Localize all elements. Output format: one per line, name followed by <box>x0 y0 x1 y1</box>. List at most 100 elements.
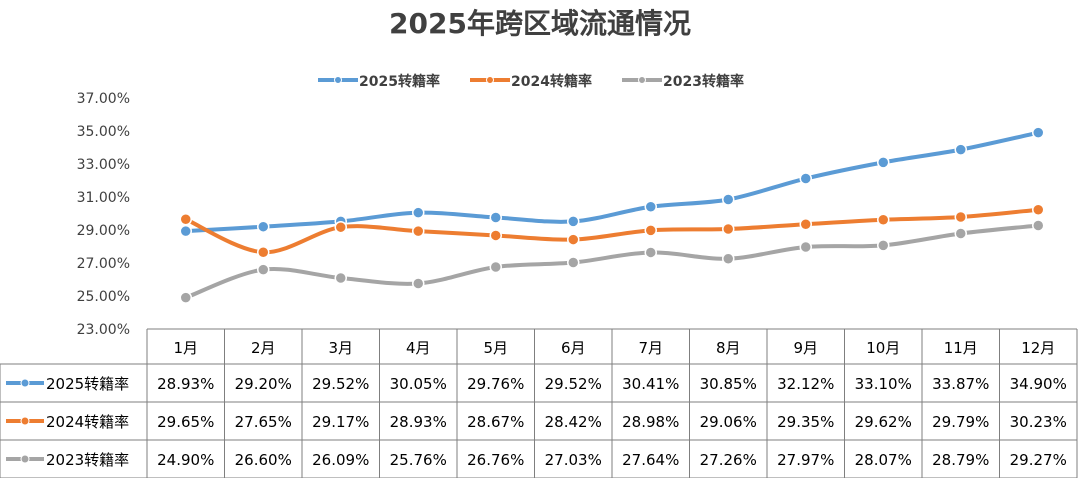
data-label: 28.79% <box>932 451 989 469</box>
data-point <box>412 206 425 219</box>
x-tick-label: 6月 <box>561 339 586 357</box>
data-point <box>644 200 657 213</box>
data-label: 25.76% <box>390 451 447 469</box>
data-point <box>179 291 192 304</box>
data-point <box>412 277 425 290</box>
data-label: 29.17% <box>312 413 369 431</box>
data-point <box>644 246 657 259</box>
x-tick-label: 11月 <box>944 339 978 357</box>
data-point <box>334 220 347 234</box>
data-label: 29.20% <box>235 375 292 393</box>
data-point <box>644 224 657 237</box>
y-tick-label: 27.00% <box>77 256 130 272</box>
data-label: 32.12% <box>777 375 834 393</box>
table-legend-marker <box>20 378 30 388</box>
data-point <box>257 220 270 233</box>
data-point <box>954 227 967 240</box>
data-point <box>489 211 502 224</box>
y-tick-label: 33.00% <box>77 157 130 173</box>
data-label: 34.90% <box>1010 375 1067 393</box>
x-tick-label: 2月 <box>251 339 276 357</box>
x-tick-label: 12月 <box>1021 339 1055 357</box>
legend-label: 2023转籍率 <box>663 73 744 90</box>
table-legend-marker <box>20 416 30 426</box>
data-point <box>179 213 192 226</box>
x-tick-label: 8月 <box>716 339 741 357</box>
y-tick-label: 31.00% <box>77 190 130 206</box>
x-tick-label: 5月 <box>483 339 508 357</box>
data-label: 29.62% <box>855 413 912 431</box>
data-point <box>257 246 270 259</box>
data-label: 27.65% <box>235 413 292 431</box>
table-legend-marker <box>20 454 30 464</box>
legend-label: 2024转籍率 <box>511 73 592 90</box>
data-point <box>722 222 735 236</box>
data-point <box>799 172 812 185</box>
data-point <box>1032 219 1045 232</box>
series-line <box>185 130 1039 234</box>
y-tick-label: 29.00% <box>77 223 130 239</box>
data-label: 27.64% <box>622 451 679 469</box>
y-tick-label: 35.00% <box>77 124 130 140</box>
data-label: 29.52% <box>545 375 602 393</box>
table-row-label: 2023转籍率 <box>46 451 129 469</box>
data-label: 30.41% <box>622 375 679 393</box>
data-label: 26.09% <box>312 451 369 469</box>
data-point <box>877 156 890 169</box>
legend-marker <box>486 76 494 84</box>
data-label: 29.06% <box>700 413 757 431</box>
data-label: 29.35% <box>777 413 834 431</box>
x-tick-label: 4月 <box>406 339 431 357</box>
data-point <box>799 240 812 254</box>
data-point <box>954 143 967 156</box>
data-label: 29.52% <box>312 375 369 393</box>
data-point <box>722 193 735 206</box>
chart-title: 2025年跨区域流通情况 <box>389 7 691 40</box>
data-point <box>954 210 967 224</box>
data-label: 33.10% <box>855 375 912 393</box>
data-label: 30.05% <box>390 375 447 393</box>
data-point <box>799 217 812 231</box>
data-label: 28.67% <box>467 413 524 431</box>
table-row-label: 2024转籍率 <box>46 413 129 431</box>
data-label: 29.27% <box>1010 451 1067 469</box>
x-tick-label: 3月 <box>328 339 353 357</box>
data-label: 24.90% <box>157 451 214 469</box>
x-tick-label: 1月 <box>173 339 198 357</box>
data-point <box>877 239 890 252</box>
data-label: 28.93% <box>390 413 447 431</box>
data-point <box>1032 126 1045 139</box>
data-label: 27.03% <box>545 451 602 469</box>
data-point <box>567 256 580 269</box>
data-label: 30.85% <box>700 375 757 393</box>
legend-marker <box>638 76 646 84</box>
y-tick-label: 37.00% <box>77 91 130 107</box>
x-tick-label: 10月 <box>866 339 900 357</box>
y-tick-label: 25.00% <box>77 289 130 305</box>
data-label: 28.07% <box>855 451 912 469</box>
x-tick-label: 7月 <box>638 339 663 357</box>
legend-marker <box>334 76 342 84</box>
data-point <box>877 213 890 227</box>
data-label: 26.76% <box>467 451 524 469</box>
data-point <box>1032 203 1045 216</box>
data-label: 28.98% <box>622 413 679 431</box>
y-tick-label: 23.00% <box>77 322 130 338</box>
data-point <box>489 260 502 274</box>
data-point <box>412 224 425 238</box>
data-label: 30.23% <box>1010 413 1067 431</box>
data-label: 29.79% <box>932 413 989 431</box>
data-point <box>567 215 580 228</box>
data-label: 27.26% <box>700 451 757 469</box>
data-label: 27.97% <box>777 451 834 469</box>
data-point <box>489 229 502 242</box>
data-label: 26.60% <box>235 451 292 469</box>
data-point <box>567 233 580 246</box>
data-label: 28.93% <box>157 375 214 393</box>
data-label: 29.76% <box>467 375 524 393</box>
legend-label: 2025转籍率 <box>359 73 440 90</box>
x-tick-label: 9月 <box>793 339 818 357</box>
data-label: 33.87% <box>932 375 989 393</box>
